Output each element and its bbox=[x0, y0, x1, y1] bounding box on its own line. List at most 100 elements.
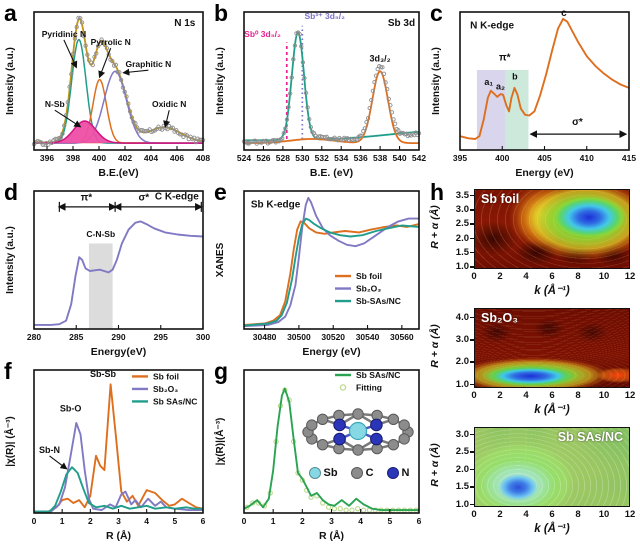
panel-g-exafs-fit: g bbox=[213, 358, 426, 543]
y-axis-label: Intensity (a.u.) bbox=[5, 226, 16, 294]
shaded-region bbox=[476, 69, 506, 150]
annotation-label: Sb K-edge bbox=[251, 200, 301, 211]
data-point bbox=[92, 54, 97, 60]
y-tick-label: 1.5 bbox=[455, 481, 469, 493]
x-tick-label: 280 bbox=[27, 332, 41, 342]
x-axis-label: k (Å⁻¹) bbox=[534, 523, 570, 535]
data-point bbox=[303, 90, 309, 96]
atom-legend: Sb C N bbox=[298, 467, 420, 479]
atom-legend-sb: Sb bbox=[308, 467, 338, 479]
plot-border bbox=[33, 11, 204, 151]
annotation-label: Sb³⁺ 3d₅/₂ bbox=[304, 11, 345, 21]
legend-marker bbox=[339, 384, 347, 391]
wavelet-hm-a: R + α (Å) Sb foil 3.5 3.0 2.5 2.0 1.5 1.0 0 2 4 6 8 1… bbox=[429, 189, 636, 305]
data-point bbox=[378, 65, 383, 70]
f-plot: Sb-Sb Sb-O Sb-N Sb foil Sb₂O₃ Sb SAs/NC 0 1 2 3 4 5… bbox=[3, 369, 206, 542]
series-Sb-foil bbox=[34, 383, 204, 513]
molecule-inset: Sb C N bbox=[298, 402, 420, 498]
data-point bbox=[392, 121, 398, 126]
data-point bbox=[90, 62, 95, 68]
panel-e-sb-kedge-xanes: e Sb K-edge Sb foil Sb₂O₃ Sb-SAs/NC 30480 305… bbox=[214, 179, 426, 359]
fit-point bbox=[349, 507, 355, 513]
data-point bbox=[305, 105, 310, 110]
plot-border bbox=[243, 369, 420, 514]
annotation-label: Sb⁰ 3d₅/₂ bbox=[244, 29, 281, 39]
x-tick-label: 0 bbox=[471, 271, 477, 282]
data-point bbox=[388, 103, 393, 108]
fit-point bbox=[331, 506, 338, 512]
annotation-arrow bbox=[54, 109, 82, 128]
data-point bbox=[74, 24, 79, 30]
plot-border bbox=[33, 369, 204, 514]
legend-label: Sb foil bbox=[153, 371, 179, 381]
data-point bbox=[308, 124, 313, 130]
annotation-arrow bbox=[49, 455, 68, 470]
x-tick-label: 290 bbox=[111, 332, 125, 342]
x-tick-label: 4 bbox=[523, 390, 529, 401]
y-axis-label: R + α (Å) bbox=[429, 443, 441, 487]
data-point bbox=[362, 126, 368, 131]
x-axis-label: R (Å) bbox=[106, 529, 131, 542]
data-point bbox=[370, 88, 376, 94]
data-point bbox=[385, 86, 390, 92]
legend-label: Sb foil bbox=[356, 271, 382, 281]
x-tick-label: 3 bbox=[116, 516, 121, 526]
y-axis-label: Intensity (a.u.) bbox=[215, 47, 226, 115]
atom-legend-c: C bbox=[350, 467, 374, 479]
data-point bbox=[60, 131, 65, 136]
panel-f-exafs: f Sb-Sb Sb-O Sb-N Sb foil Sb₂O₃ Sb SAs/NC 0 1 2 3… bbox=[3, 358, 210, 543]
x-tick-label: 12 bbox=[624, 509, 636, 520]
x-tick-label: 410 bbox=[580, 153, 594, 163]
y-tick-label: 2.0 bbox=[455, 356, 469, 368]
x-tick-label: 6 bbox=[549, 509, 555, 520]
x-tick-label: 12 bbox=[624, 390, 636, 401]
x-tick-label: 4 bbox=[358, 516, 363, 526]
legend-label: Sb SAs/NC bbox=[356, 370, 400, 380]
x-axis-label: Energy (eV) bbox=[302, 346, 360, 358]
x-tick-label: 415 bbox=[622, 153, 636, 163]
series-Sb-foil bbox=[243, 220, 420, 326]
panel-a-n1s-xps: a N 1s Pyridinic N Pyrrolic N Graphitic N N-… bbox=[4, 0, 210, 180]
data-point bbox=[40, 142, 46, 147]
x-tick-label: 402 bbox=[118, 153, 132, 163]
data-point bbox=[286, 104, 291, 110]
x-tick-label: 4 bbox=[523, 271, 529, 282]
x-tick-label: 8 bbox=[575, 390, 581, 401]
series-Sb-SAs-NC bbox=[243, 387, 419, 512]
data-point bbox=[133, 121, 138, 126]
plot-border bbox=[243, 190, 420, 330]
fit-point bbox=[337, 506, 343, 512]
x-axis-label: B.E. (eV) bbox=[310, 167, 353, 179]
x-axis-label: R (Å) bbox=[319, 529, 344, 542]
heatmap-canvas: Sb foil bbox=[474, 189, 630, 269]
data-point bbox=[67, 84, 72, 89]
annotation-label: 3d₃/₂ bbox=[370, 54, 391, 64]
y-tick-label: 2.5 bbox=[455, 218, 469, 230]
data-point bbox=[143, 128, 149, 134]
panel-letter-b: b bbox=[214, 0, 229, 26]
data-point bbox=[58, 135, 63, 140]
panel-h-wavelet-transforms: h R + α (Å) Sb foil 3.5 3.0 2.5 2.0 1.5 1.0 0 2 4 6… bbox=[429, 179, 636, 543]
fit-point bbox=[325, 504, 332, 510]
y-tick-label: 3.0 bbox=[455, 428, 469, 440]
y-axis-label: Intensity (a.u.) bbox=[5, 47, 16, 115]
x-tick-label: 10 bbox=[598, 271, 610, 282]
data-point bbox=[386, 96, 391, 102]
fit-point bbox=[355, 506, 361, 512]
data-point bbox=[389, 110, 395, 115]
annotation-label: C K-edge bbox=[155, 191, 199, 202]
x-tick-label: 10 bbox=[598, 390, 610, 401]
annotation-label: Pyridinic N bbox=[42, 29, 86, 39]
data-point bbox=[367, 105, 372, 111]
data-point bbox=[124, 94, 129, 99]
y-axis-label: R + α (Å) bbox=[429, 324, 441, 368]
c-plot: N K-edge π* σ* a₁ a₂ b c 395 400 405 410 415 Energy … bbox=[431, 8, 636, 179]
panel-letter-e: e bbox=[214, 179, 227, 205]
x-tick-label: 5 bbox=[172, 516, 177, 526]
y-tick-label: 3.5 bbox=[455, 189, 469, 201]
data-point bbox=[62, 123, 67, 128]
x-tick-label: 538 bbox=[373, 153, 387, 163]
x-tick-label: 2 bbox=[497, 271, 503, 282]
x-axis-label: k (Å⁻¹) bbox=[534, 404, 570, 416]
data-point bbox=[297, 31, 302, 37]
